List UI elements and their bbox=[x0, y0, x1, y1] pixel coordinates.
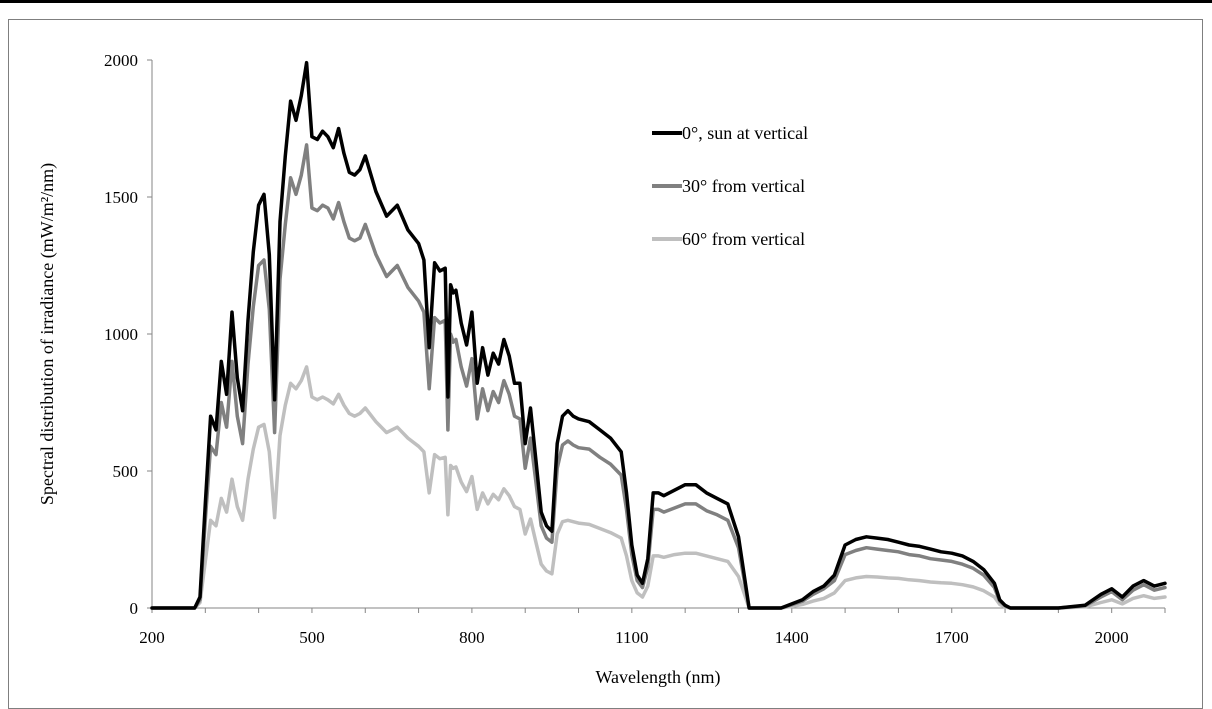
x-axis-title: Wavelength (nm) bbox=[595, 667, 720, 688]
y-tick-label: 1000 bbox=[104, 325, 138, 344]
y-tick-label: 2000 bbox=[104, 51, 138, 70]
series-layer bbox=[150, 60, 1167, 610]
legend-label-0: 0°, sun at vertical bbox=[682, 123, 808, 143]
y-tick-label: 500 bbox=[113, 462, 139, 481]
x-tick-label: 1100 bbox=[615, 628, 648, 647]
y-tick-label: 0 bbox=[130, 599, 139, 618]
labels-group: Wavelength (nm) Spectral distribution of… bbox=[37, 163, 721, 688]
y-tick-label: 1500 bbox=[104, 188, 138, 207]
axes-group: 0 500 1000 1500 2000 200 500 800 1100 1400 1700 200… bbox=[104, 51, 1166, 647]
x-tick-label: 500 bbox=[299, 628, 325, 647]
x-tick-label: 1700 bbox=[935, 628, 969, 647]
legend-label-2: 60° from vertical bbox=[682, 229, 805, 249]
x-tick-label: 1400 bbox=[775, 628, 809, 647]
x-tick-label: 200 bbox=[139, 628, 165, 647]
series-line-2 bbox=[150, 365, 1167, 610]
series-line-0 bbox=[150, 60, 1167, 610]
legend: 0°, sun at vertical 30° from vertical 60° … bbox=[652, 123, 808, 249]
x-tick-label: 2000 bbox=[1095, 628, 1129, 647]
series-line-1 bbox=[150, 143, 1167, 610]
legend-label-1: 30° from vertical bbox=[682, 176, 805, 196]
top-rule bbox=[0, 0, 1212, 3]
y-axis-title: Spectral distribution of irradiance (mW/… bbox=[37, 163, 58, 505]
x-tick-label: 800 bbox=[459, 628, 485, 647]
